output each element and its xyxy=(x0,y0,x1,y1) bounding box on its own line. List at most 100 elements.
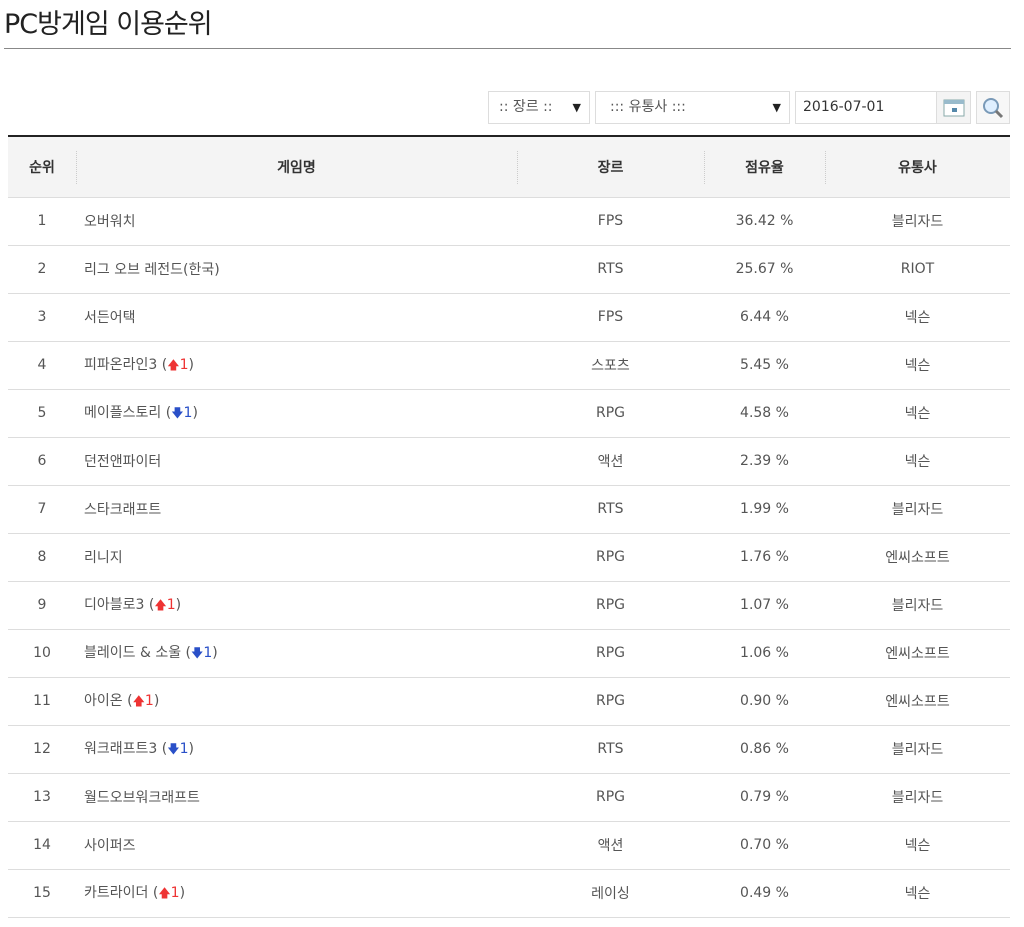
rank-cell: 9 xyxy=(8,581,76,629)
share-cell: 6.44 % xyxy=(704,293,825,341)
game-name-cell-text[interactable]: 카트라이더 xyxy=(84,884,149,901)
rank-change-value: 1 xyxy=(203,644,213,661)
game-name-cell-text[interactable]: 블레이드 & 소울 xyxy=(84,644,182,661)
genre-select[interactable]: :: 장르 :: ▼ xyxy=(488,91,590,124)
rank-change-value: 1 xyxy=(166,596,176,613)
table-row: 12 워크래프트3 (🡇1) RTS 0.86 % 블리자드 xyxy=(8,725,1010,773)
rank-cell: 14 xyxy=(8,821,76,869)
share-cell: 1.07 % xyxy=(704,581,825,629)
col-share: 점유율 xyxy=(704,136,825,197)
genre-cell: RTS xyxy=(517,485,704,533)
rank-cell-text: 3 xyxy=(37,309,47,325)
publisher-cell: 엔씨소프트 xyxy=(825,629,1010,677)
search-button[interactable] xyxy=(976,91,1010,124)
share-cell: 5.45 % xyxy=(704,341,825,389)
game-name-cell-text[interactable]: 월드오브워크래프트 xyxy=(84,790,200,806)
rank-change-value: 1 xyxy=(179,356,189,373)
rank-cell: 3 xyxy=(8,293,76,341)
genre-cell: RPG xyxy=(517,629,704,677)
page-title: PC방게임 이용순위 xyxy=(4,9,213,40)
date-input[interactable]: 2016-07-01 xyxy=(795,91,971,124)
share-cell: 36.42 % xyxy=(704,197,825,245)
divider xyxy=(4,48,1011,49)
game-name-cell-text[interactable]: 스타크래프트 xyxy=(84,502,162,518)
publisher-cell-text: 넥슨 xyxy=(904,886,931,902)
table-row: 2 리그 오브 레전드(한국) RTS 25.67 % RIOT xyxy=(8,245,1010,293)
game-name-cell-text[interactable]: 아이온 xyxy=(84,692,123,709)
genre-cell-text: RPG xyxy=(595,789,626,805)
game-name-cell: 서든어택 xyxy=(76,293,517,341)
col-genre: 장르 xyxy=(517,136,704,197)
share-cell: 25.67 % xyxy=(704,245,825,293)
calendar-icon[interactable] xyxy=(936,92,970,123)
game-name-cell-text[interactable]: 오버워치 xyxy=(84,214,136,230)
genre-cell: RPG xyxy=(517,773,704,821)
game-name-cell-text[interactable]: 사이퍼즈 xyxy=(84,838,136,854)
game-name-cell-text[interactable]: 리그 오브 레전드(한국) xyxy=(84,262,220,278)
genre-cell-text: 액션 xyxy=(597,838,624,854)
publisher-cell: RIOT xyxy=(825,245,1010,293)
genre-cell: 레이싱 xyxy=(517,869,704,917)
publisher-cell: 엔씨소프트 xyxy=(825,677,1010,725)
rank-cell: 7 xyxy=(8,485,76,533)
game-name-cell: 스타크래프트 xyxy=(76,485,517,533)
genre-cell-text: RPG xyxy=(595,405,626,421)
genre-cell-text: RPG xyxy=(595,693,626,709)
rank-cell-text: 13 xyxy=(33,789,51,805)
share-cell-text: 1.99 % xyxy=(740,501,789,517)
arrow-up-icon: 🡅 xyxy=(132,693,145,708)
game-name-cell-text[interactable]: 던전앤파이터 xyxy=(84,454,162,470)
publisher-cell: 블리자드 xyxy=(825,773,1010,821)
publisher-cell: 넥슨 xyxy=(825,821,1010,869)
publisher-cell-text: 블리자드 xyxy=(891,214,944,230)
publisher-cell: 넥슨 xyxy=(825,437,1010,485)
rank-cell: 1 xyxy=(8,197,76,245)
publisher-cell: 블리자드 xyxy=(825,485,1010,533)
genre-cell-text: RTS xyxy=(597,741,624,757)
game-name-cell: 리그 오브 레전드(한국) xyxy=(76,245,517,293)
game-name-cell: 카트라이더 (🡅1) xyxy=(76,869,517,917)
game-name-cell: 오버워치 xyxy=(76,197,517,245)
game-name-cell: 사이퍼즈 xyxy=(76,821,517,869)
genre-cell-text: RPG xyxy=(595,549,626,565)
publisher-cell-text: 넥슨 xyxy=(904,454,931,470)
rank-cell: 12 xyxy=(8,725,76,773)
genre-cell: 스포츠 xyxy=(517,341,704,389)
publisher-cell-text: 엔씨소프트 xyxy=(885,550,950,566)
dropdown-arrow-icon: ▼ xyxy=(772,101,781,114)
genre-cell-text: 레이싱 xyxy=(591,886,630,902)
rank-cell-text: 14 xyxy=(33,837,51,853)
publisher-cell: 넥슨 xyxy=(825,869,1010,917)
game-name-cell-text[interactable]: 서든어택 xyxy=(84,310,136,326)
genre-cell-text: 액션 xyxy=(597,454,624,470)
genre-cell-text: RPG xyxy=(595,645,626,661)
arrow-down-icon: 🡇 xyxy=(167,741,180,756)
game-name-cell-text[interactable]: 메이플스토리 xyxy=(84,404,162,421)
game-name-cell-text[interactable]: 리니지 xyxy=(84,550,123,566)
share-cell: 0.90 % xyxy=(704,677,825,725)
share-cell-text: 36.42 % xyxy=(735,213,794,229)
publisher-cell-text: 넥슨 xyxy=(904,406,931,422)
genre-cell-text: FPS xyxy=(597,213,624,229)
genre-cell: 액션 xyxy=(517,437,704,485)
game-name-cell-text[interactable]: 워크래프트3 xyxy=(84,740,158,757)
share-cell: 1.06 % xyxy=(704,629,825,677)
rank-change: (🡇1) xyxy=(161,404,198,421)
col-publisher: 유통사 xyxy=(825,136,1010,197)
share-cell-text: 0.90 % xyxy=(740,693,789,709)
game-name-cell-text[interactable]: 디아블로3 xyxy=(84,596,145,613)
rank-cell: 15 xyxy=(8,869,76,917)
game-name-cell-text[interactable]: 피파온라인3 xyxy=(84,356,158,373)
publisher-select[interactable]: ::: 유통사 ::: ▼ xyxy=(595,91,790,124)
genre-cell: FPS xyxy=(517,293,704,341)
game-name-cell: 블레이드 & 소울 (🡇1) xyxy=(76,629,517,677)
share-cell: 1.99 % xyxy=(704,485,825,533)
publisher-cell: 블리자드 xyxy=(825,581,1010,629)
rank-cell: 4 xyxy=(8,341,76,389)
rank-cell-text: 12 xyxy=(33,741,51,757)
search-icon xyxy=(983,97,1004,118)
publisher-cell-text: 엔씨소프트 xyxy=(885,646,950,662)
share-cell-text: 1.06 % xyxy=(740,645,789,661)
rank-cell-text: 2 xyxy=(37,261,47,277)
rank-change: (🡅1) xyxy=(122,692,160,709)
